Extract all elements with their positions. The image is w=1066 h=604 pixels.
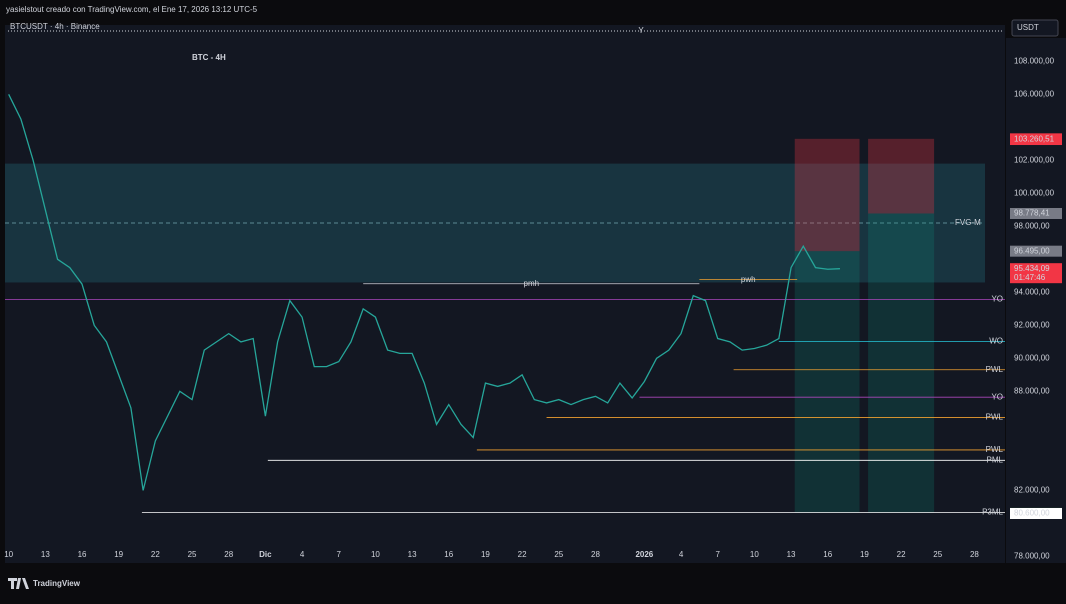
price-tick-label: 106.000,00 [1014,89,1055,98]
price-badge-text: 80.600,00 [1014,509,1050,518]
time-tick-label: 22 [518,550,527,559]
price-tick-label: 102.000,00 [1014,155,1055,164]
level-label: PML [987,455,1004,464]
price-badge [1010,507,1062,519]
time-tick-label: 25 [554,550,563,559]
time-tick-label: 4 [679,550,684,559]
time-tick-label: 7 [715,550,720,559]
price-tick-label: 82.000,00 [1014,485,1050,494]
time-tick-label: 10 [750,550,759,559]
chart-pane [5,25,1005,563]
target-box [868,213,935,513]
marker: Y [638,26,644,35]
price-badge-text: 95.434,09 [1014,264,1050,273]
level-label: PWL [986,413,1004,422]
level-label: WO [989,337,1003,346]
level-label: pmh [524,279,540,288]
level-label: YO [991,294,1003,303]
time-tick-label: 28 [224,550,233,559]
time-tick-label: 16 [444,550,453,559]
price-badge [1010,207,1062,219]
time-tick-label: 4 [300,550,305,559]
price-tick-label: 100.000,00 [1014,188,1055,197]
price-badge-text: 103.260,51 [1014,135,1055,144]
price-tick-label: 92.000,00 [1014,320,1050,329]
time-tick-label: 13 [787,550,796,559]
time-tick-label: 28 [591,550,600,559]
level-label: YO [991,392,1003,401]
level-label: pwh [741,275,756,284]
currency-box[interactable] [1011,19,1059,37]
brand-name: TradingView [33,579,81,588]
brand-logo [8,578,29,589]
currency: USDT [1017,23,1039,32]
time-tick-label: 2026 [635,550,653,559]
stop-box [794,138,860,252]
time-tick-label: 16 [823,550,832,559]
price-tick-label: 108.000,00 [1014,56,1055,65]
price-tick-label: 90.000,00 [1014,353,1050,362]
price-timer: 01:47:46 [1014,273,1046,282]
chart-title: BTC - 4H [192,53,226,62]
price-axis [1006,38,1066,563]
time-tick-label: Dic [259,550,272,559]
price-badge [1010,263,1062,284]
level-label: PWL [986,445,1004,454]
brand: TradingView [8,578,81,589]
price-tick-label: 94.000,00 [1014,287,1050,296]
price-badge [1010,245,1062,257]
price-badge [1010,134,1062,146]
price-tick-label: 98.000,00 [1014,221,1050,230]
time-tick-label: 22 [151,550,160,559]
time-tick-label: 13 [41,550,50,559]
price-badge-text: 96.495,00 [1014,246,1050,255]
level-label: PWL [986,365,1004,374]
price-tick-label: 88.000,00 [1014,386,1050,395]
time-tick-label: 10 [371,550,380,559]
time-tick-label: 16 [78,550,87,559]
target-box [794,251,860,513]
time-tick-label: 10 [4,550,13,559]
symbol: BTCUSDT · 4h · Binance [10,22,100,31]
time-tick-label: 7 [337,550,342,559]
price-line [8,94,840,491]
time-tick-label: 25 [188,550,197,559]
stop-box [868,138,935,214]
time-tick-label: 19 [481,550,490,559]
time-tick-label: 22 [897,550,906,559]
fvg-label: FVG-M [955,218,981,227]
credit: yasielstout creado con TradingView.com, … [6,5,258,14]
time-tick-label: 19 [860,550,869,559]
price-badge-text: 98.778,41 [1014,209,1050,218]
time-tick-label: 13 [408,550,417,559]
time-tick-label: 28 [970,550,979,559]
level-label: P3ML [982,508,1003,517]
price-tick-label: 78.000,00 [1014,552,1050,561]
time-tick-label: 25 [933,550,942,559]
time-tick-label: 19 [114,550,123,559]
